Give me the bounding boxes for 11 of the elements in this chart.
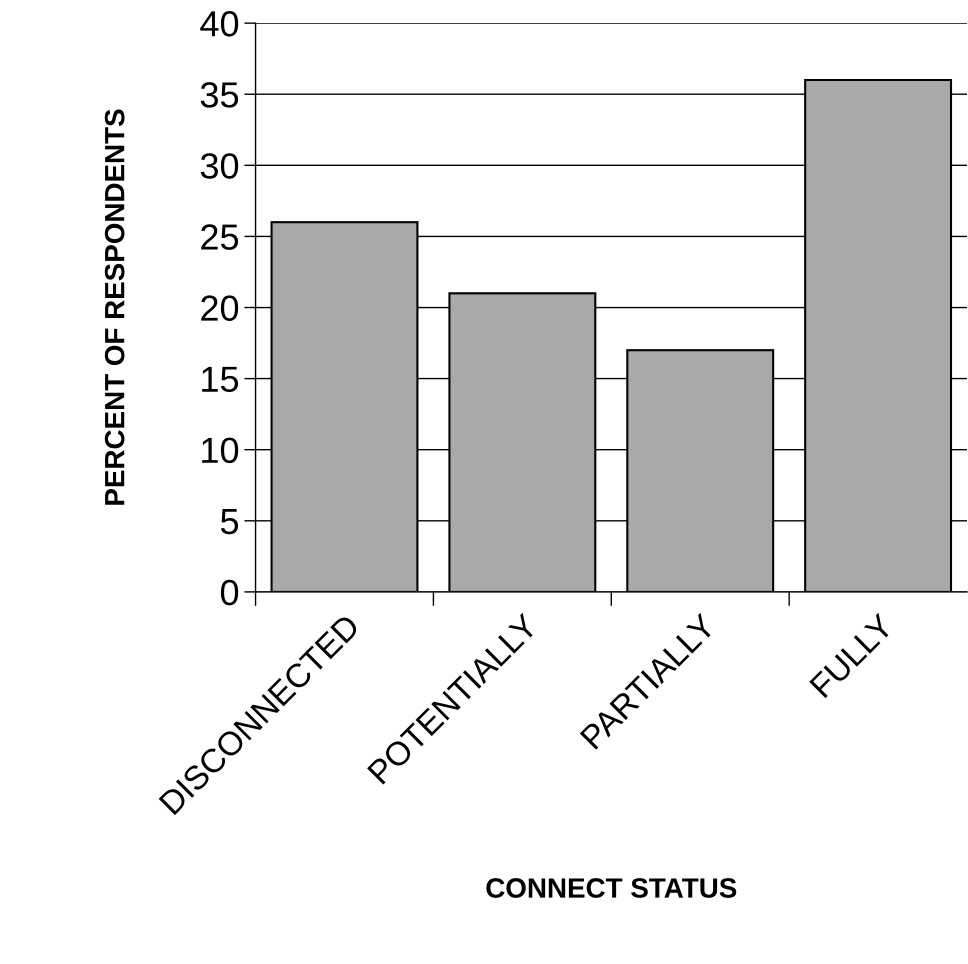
- y-tick-label: 15: [202, 366, 238, 392]
- y-tick-label: 10: [202, 438, 238, 464]
- y-tick-label: 20: [201, 295, 238, 321]
- y-tick-label: 40: [200, 11, 238, 37]
- y-tick-label: 0: [220, 580, 238, 606]
- y-tick-label: 30: [200, 153, 238, 179]
- x-axis-title: CONNECT STATUS: [486, 878, 736, 898]
- y-tick-label: 5: [220, 509, 238, 534]
- y-tick-label: 35: [200, 82, 238, 108]
- y-axis-title: PERCENT OF RESPONDENTS: [104, 110, 124, 505]
- y-tick-label: 25: [201, 224, 238, 250]
